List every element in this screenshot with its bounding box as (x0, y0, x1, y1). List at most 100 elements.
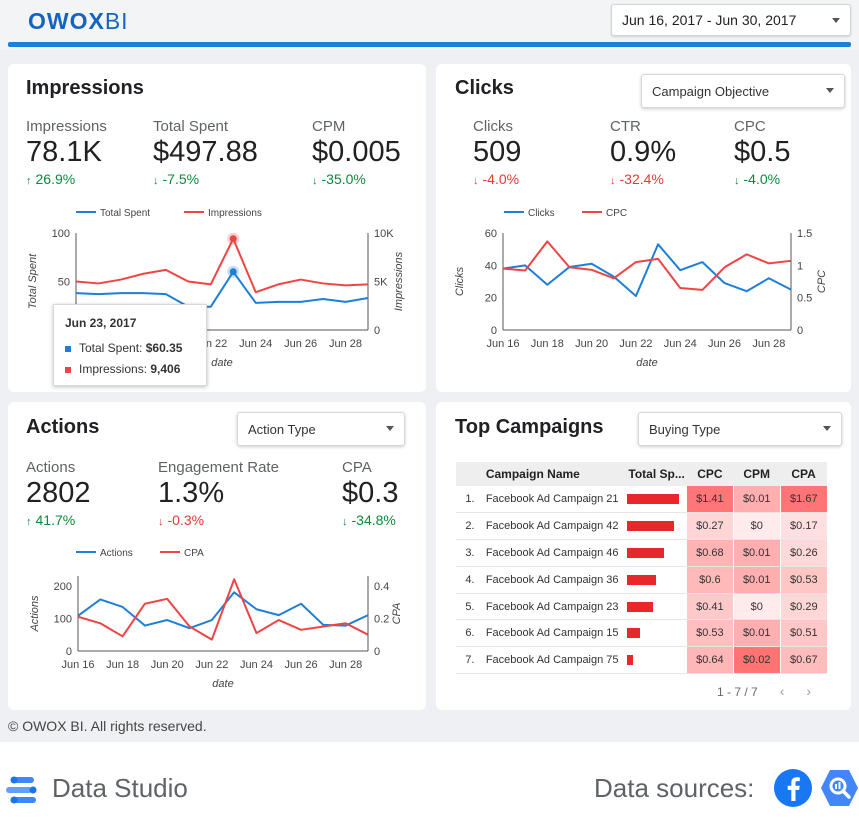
kpi-value: 0.9% (610, 136, 677, 168)
highlight-point (229, 268, 237, 276)
cpc-cell: $0.41 (685, 593, 734, 621)
campaign-name: Facebook Ad Campaign 23 (483, 593, 627, 621)
y-tick-label: 0 (491, 325, 497, 337)
data-sources-label: Data sources: (594, 773, 755, 803)
cpc-cell: $0.64 (685, 646, 734, 675)
kpi-cpc: CPC $0.5 ↓ -4.0% (734, 118, 790, 187)
row-number: 2. (456, 512, 484, 541)
series-line-impressions (75, 237, 369, 294)
action-type-dropdown[interactable]: Action Type (237, 412, 405, 446)
kpi-value: $0.3 (342, 477, 399, 509)
x-tick-label: Jun 22 (195, 659, 228, 671)
x-axis-title: date (211, 357, 232, 369)
kpi-value: $0.5 (734, 136, 791, 168)
kpi-change: ↓ -0.3% (158, 512, 205, 528)
highlight-point (229, 235, 237, 243)
total-spent-bar (626, 646, 687, 675)
campaign-objective-dropdown[interactable]: Campaign Objective (641, 74, 845, 108)
table-row[interactable]: 3. Facebook Ad Campaign 46 $0.68 $0.01 $0.26 (456, 539, 827, 567)
kpi-change: ↑ 41.7% (26, 512, 76, 528)
y-tick-label: 0 (66, 646, 72, 658)
x-tick-label: Jun 28 (329, 338, 362, 350)
series-line-actions (77, 591, 369, 630)
x-tick-label: Jun 26 (284, 338, 317, 350)
campaigns-table: Campaign Name Total Sp... CPC CPM CPA 1.… (456, 462, 827, 675)
legend-label: CPC (606, 208, 627, 219)
clicks-card (436, 64, 851, 392)
col-cpa[interactable]: CPA (780, 462, 827, 486)
cpc-cell: $0.53 (685, 619, 734, 648)
kpi-value: 1.3% (158, 477, 225, 509)
kpi-change: ↓ -7.5% (153, 171, 200, 187)
y-tick-label: 200 (54, 581, 72, 593)
cpa-cell: $0.17 (779, 512, 827, 541)
x-tick-label: Jun 24 (239, 338, 272, 350)
kpi-label: CTR (610, 118, 641, 135)
col-campaign-name[interactable]: Campaign Name (483, 462, 627, 486)
spent-bar-fill (626, 628, 641, 639)
col-cpm[interactable]: CPM (733, 462, 781, 486)
left-axis-title: Actions (29, 595, 41, 633)
right-axis-title: CPA (391, 603, 403, 625)
cpc-cell: $0.27 (685, 512, 734, 541)
x-tick-label: Jun 16 (61, 659, 94, 671)
table-row[interactable]: 2. Facebook Ad Campaign 42 $0.27 $0 $0.17 (456, 512, 827, 541)
y-tick-label: 0 (797, 325, 803, 337)
campaign-name: Facebook Ad Campaign 15 (483, 619, 627, 648)
kpi-change: ↓ -4.0% (473, 171, 520, 187)
chevron-right-icon[interactable]: › (806, 683, 812, 699)
table-row[interactable]: 5. Facebook Ad Campaign 23 $0.41 $0 $0.29 (456, 593, 827, 621)
chevron-down-icon (823, 426, 831, 431)
copyright: © OWOX BI. All rights reserved. (8, 718, 207, 734)
buying-type-dropdown[interactable]: Buying Type (638, 412, 842, 446)
x-tick-label: Jun 24 (240, 659, 273, 671)
kpi-value: $0.005 (312, 136, 401, 168)
cpm-cell: $0.02 (732, 646, 781, 675)
cpm-cell: $0.01 (732, 539, 781, 567)
cpm-cell: $0 (732, 593, 781, 621)
campaign-name: Facebook Ad Campaign 75 (483, 646, 627, 675)
table-header-row: Campaign Name Total Sp... CPC CPM CPA (456, 462, 827, 486)
impressions-title: Impressions (26, 77, 144, 99)
date-range-picker[interactable]: Jun 16, 2017 - Jun 30, 2017 (611, 4, 851, 36)
y-tick-label: 60 (485, 228, 497, 240)
kpi-change: ↓ -35.0% (312, 171, 366, 187)
total-spent-bar (626, 512, 687, 541)
kpi-label: Clicks (473, 118, 513, 135)
y-tick-label: 20 (485, 293, 497, 305)
header: OWOXBI Jun 16, 2017 - Jun 30, 2017 (0, 0, 859, 50)
cpa-cell: $1.67 (779, 486, 827, 514)
kpi-change: ↓ -32.4% (610, 171, 664, 187)
legend-label: Impressions (208, 208, 262, 219)
y-tick-label: 1.5 (797, 228, 812, 240)
legend-label: Clicks (528, 208, 555, 219)
row-number: 1. (456, 486, 484, 514)
owox-logo: OWOXBI (28, 8, 129, 34)
cpa-cell: $0.51 (779, 619, 827, 648)
table-row[interactable]: 6. Facebook Ad Campaign 15 $0.53 $0.01 $0.51 (456, 619, 827, 648)
col-total-spent[interactable]: Total Sp... (626, 462, 687, 486)
cpm-cell: $0.01 (732, 566, 781, 594)
col-cpc[interactable]: CPC (686, 462, 734, 486)
kpi-change: ↓ -34.8% (342, 512, 396, 528)
chevron-down-icon (826, 88, 834, 93)
table-row[interactable]: 7. Facebook Ad Campaign 75 $0.64 $0.02 $0.67 (456, 646, 827, 675)
table-row[interactable]: 4. Facebook Ad Campaign 36 $0.6 $0.01 $0.53 (456, 566, 827, 594)
kpi-value: $497.88 (153, 136, 258, 168)
table-pager: 1 - 7 / 7 ‹ › (717, 683, 811, 699)
row-number: 4. (456, 566, 484, 594)
series-line-cpc (502, 240, 792, 291)
x-tick-label: Jun 26 (285, 659, 318, 671)
y-tick-label: 100 (54, 613, 72, 625)
header-divider (8, 42, 851, 47)
clicks-chart: Clicks CPC 0 20 40 60 0 0.5 1 1.5 Clicks CPC Jun 16 J… (454, 208, 828, 369)
table-row[interactable]: 1. Facebook Ad Campaign 21 $1.41 $0.01 $1.67 (456, 486, 827, 514)
facebook-icon (774, 769, 812, 807)
spent-bar-fill (626, 601, 654, 612)
chevron-left-icon[interactable]: ‹ (779, 683, 785, 699)
x-tick-label: Jun 20 (151, 659, 184, 671)
kpi-value: 78.1K (26, 136, 102, 168)
campaign-name: Facebook Ad Campaign 46 (483, 539, 627, 567)
total-spent-bar (626, 486, 687, 514)
kpi-label: Impressions (26, 118, 107, 135)
